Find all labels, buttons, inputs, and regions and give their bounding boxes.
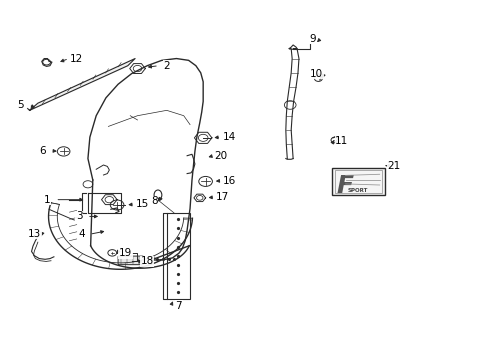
Text: 15: 15 — [136, 199, 149, 209]
Text: 17: 17 — [216, 192, 229, 202]
Text: 9: 9 — [308, 34, 315, 44]
Text: 20: 20 — [214, 151, 227, 161]
Text: 10: 10 — [309, 68, 323, 78]
FancyBboxPatch shape — [331, 168, 384, 195]
Text: 16: 16 — [222, 176, 235, 186]
Text: 7: 7 — [175, 301, 182, 311]
Text: 11: 11 — [334, 136, 347, 146]
Text: 19: 19 — [119, 248, 132, 258]
Text: F: F — [336, 174, 353, 198]
Text: 3: 3 — [76, 211, 82, 221]
Text: 5: 5 — [18, 100, 24, 110]
Text: 13: 13 — [28, 229, 41, 239]
Text: 4: 4 — [78, 229, 85, 239]
Text: 14: 14 — [222, 132, 235, 142]
Text: 8: 8 — [151, 197, 158, 206]
Text: 6: 6 — [40, 146, 46, 156]
Text: 1: 1 — [44, 195, 51, 204]
Bar — [166, 213, 190, 298]
Text: 18: 18 — [141, 256, 154, 266]
FancyBboxPatch shape — [118, 256, 143, 265]
Text: SPORT: SPORT — [347, 188, 368, 193]
Text: 1: 1 — [44, 195, 51, 204]
Text: 21: 21 — [387, 161, 400, 171]
Polygon shape — [30, 59, 135, 111]
Text: 2: 2 — [163, 61, 170, 71]
Text: 12: 12 — [70, 54, 83, 64]
